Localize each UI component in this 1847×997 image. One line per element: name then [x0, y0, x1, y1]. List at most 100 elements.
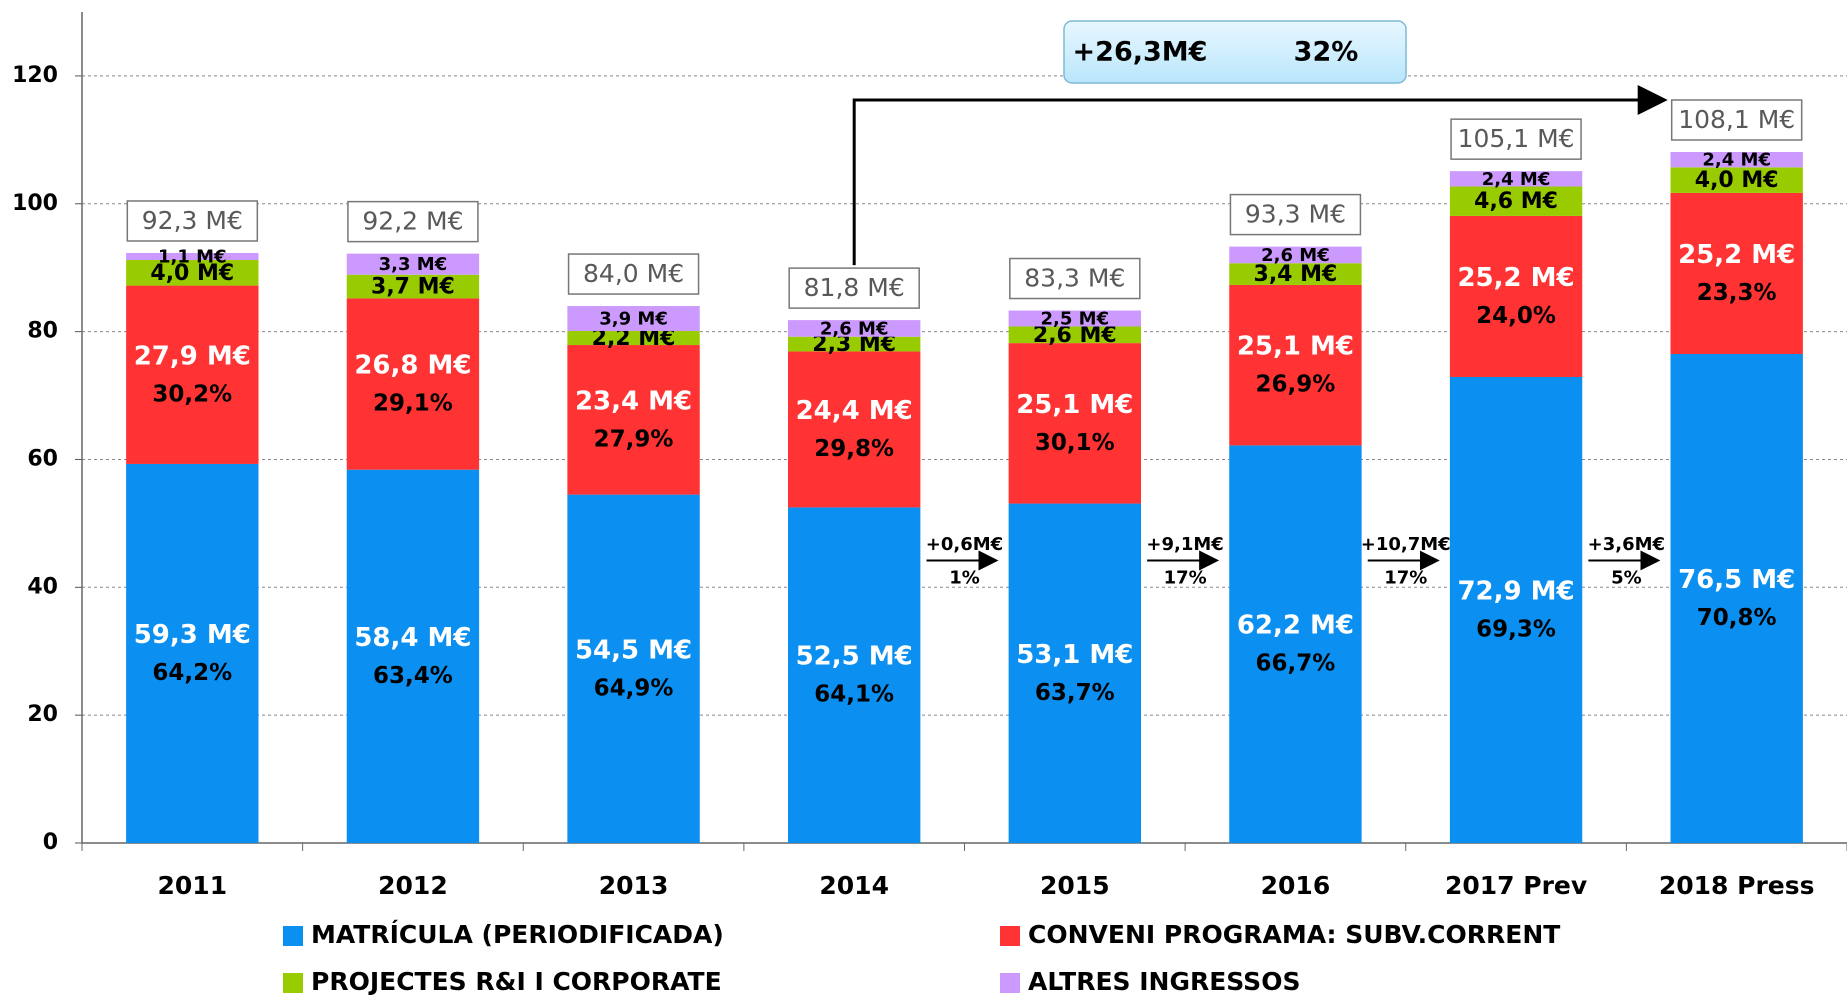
value-label: 25,1 M€ [1016, 390, 1133, 420]
x-tick-label: 2018 Press [1659, 871, 1815, 900]
bar-segment [126, 260, 259, 286]
value-label: 72,9 M€ [1457, 577, 1574, 607]
value-label: 52,5 M€ [796, 642, 913, 672]
legend-swatch [1000, 926, 1020, 946]
bar-segment [1229, 284, 1362, 446]
bar-segment [126, 463, 259, 843]
value-label: 3,3 M€ [379, 254, 448, 275]
share-label: 30,1% [1035, 430, 1115, 456]
total-label: 105,1 M€ [1458, 124, 1575, 153]
total-label: 92,2 M€ [362, 207, 463, 236]
legend-label: ALTRES INGRESSOS [1028, 967, 1300, 996]
value-label: 2,6 M€ [1033, 323, 1117, 348]
bar-segment [1449, 186, 1583, 216]
bar-segment [346, 469, 480, 843]
growth-pct: 5% [1611, 567, 1642, 588]
bar-segment [1670, 151, 1803, 168]
y-tick-label: 100 [12, 191, 58, 216]
bar-segment [126, 285, 259, 464]
value-label: 4,0 M€ [1695, 168, 1779, 193]
y-tick-label: 60 [27, 446, 58, 471]
value-label: 53,1 M€ [1016, 640, 1133, 670]
total-label: 81,8 M€ [804, 273, 905, 302]
bar-segment [1008, 326, 1141, 344]
value-label: 2,6 M€ [820, 318, 889, 339]
share-label: 63,4% [373, 663, 453, 689]
bar-segment [1449, 215, 1583, 378]
value-label: 1,1 M€ [158, 247, 227, 268]
x-tick-label: 2013 [599, 871, 669, 900]
x-tick-label: 2015 [1040, 871, 1110, 900]
change-pct: 32% [1294, 37, 1359, 68]
value-label: 2,4 M€ [1702, 150, 1771, 171]
share-label: 66,7% [1256, 651, 1336, 677]
value-label: 3,4 M€ [1254, 262, 1338, 287]
value-label: 3,7 M€ [371, 275, 455, 300]
legend-swatch [283, 973, 303, 993]
share-label: 64,1% [814, 682, 894, 708]
bar-segment [1008, 503, 1141, 843]
x-tick-label: 2017 Prev [1445, 871, 1587, 900]
growth-pct: 1% [949, 567, 980, 588]
bar-segment [1449, 171, 1583, 187]
total-label: 108,1 M€ [1678, 105, 1795, 134]
bar-segment [1229, 246, 1362, 264]
bar-segment [346, 274, 480, 299]
change-box [1063, 20, 1407, 84]
bar-segment [126, 252, 259, 261]
y-tick-label: 120 [12, 63, 58, 88]
x-tick-label: 2011 [158, 871, 228, 900]
value-label: 4,6 M€ [1474, 189, 1558, 214]
bar-segment [1229, 445, 1362, 843]
share-label: 26,9% [1256, 372, 1336, 398]
value-label: 2,6 M€ [1261, 245, 1330, 266]
growth-pct: 17% [1384, 567, 1427, 588]
total-label: 93,3 M€ [1245, 200, 1346, 229]
value-label: 54,5 M€ [575, 635, 692, 665]
value-label: 3,9 M€ [599, 309, 668, 330]
value-label: 26,8 M€ [354, 351, 471, 381]
total-label: 83,3 M€ [1024, 264, 1125, 293]
y-tick-label: 40 [27, 574, 58, 599]
value-label: 25,2 M€ [1678, 240, 1795, 270]
share-label: 27,9% [594, 426, 674, 452]
x-tick-label: 2014 [819, 871, 889, 900]
total-label: 92,3 M€ [142, 206, 243, 235]
value-label: 76,5 M€ [1678, 565, 1795, 595]
total-box [347, 200, 479, 243]
bar-segment [1670, 192, 1803, 354]
x-tick-label: 2016 [1261, 871, 1331, 900]
share-label: 23,3% [1697, 280, 1777, 306]
growth-amount: +10,7M€ [1361, 534, 1451, 555]
change-amount: +26,3M€ [1073, 37, 1208, 68]
change-arrow [852, 85, 1668, 266]
value-label: 25,2 M€ [1457, 263, 1574, 293]
share-label: 69,3% [1476, 617, 1556, 643]
growth-amount: +0,6M€ [926, 534, 1003, 555]
total-box [1450, 118, 1582, 160]
value-label: 4,0 M€ [150, 261, 234, 286]
share-label: 70,8% [1697, 605, 1777, 631]
share-label: 64,2% [152, 660, 232, 686]
bar-segment [1008, 310, 1141, 327]
legend-swatch [283, 926, 303, 946]
total-box [1670, 99, 1803, 141]
x-tick-label: 2012 [378, 871, 448, 900]
bar-segment [567, 345, 700, 495]
share-label: 29,1% [373, 391, 453, 417]
total-box [126, 200, 259, 242]
growth-amount: +9,1M€ [1146, 534, 1223, 555]
value-label: 2,5 M€ [1041, 309, 1110, 330]
bar-segment [1670, 167, 1803, 193]
total-box [1229, 193, 1362, 236]
bar-segment [1008, 343, 1141, 504]
value-label: 62,2 M€ [1237, 611, 1354, 641]
legend-label: PROJECTES R&I I CORPORATE [311, 967, 722, 996]
growth-amount: +3,6M€ [1588, 534, 1665, 555]
bar-segment [788, 351, 921, 508]
bar-segment [788, 320, 921, 337]
bar-segment [346, 253, 480, 275]
y-tick-label: 80 [27, 319, 58, 344]
growth-pct: 17% [1164, 567, 1207, 588]
